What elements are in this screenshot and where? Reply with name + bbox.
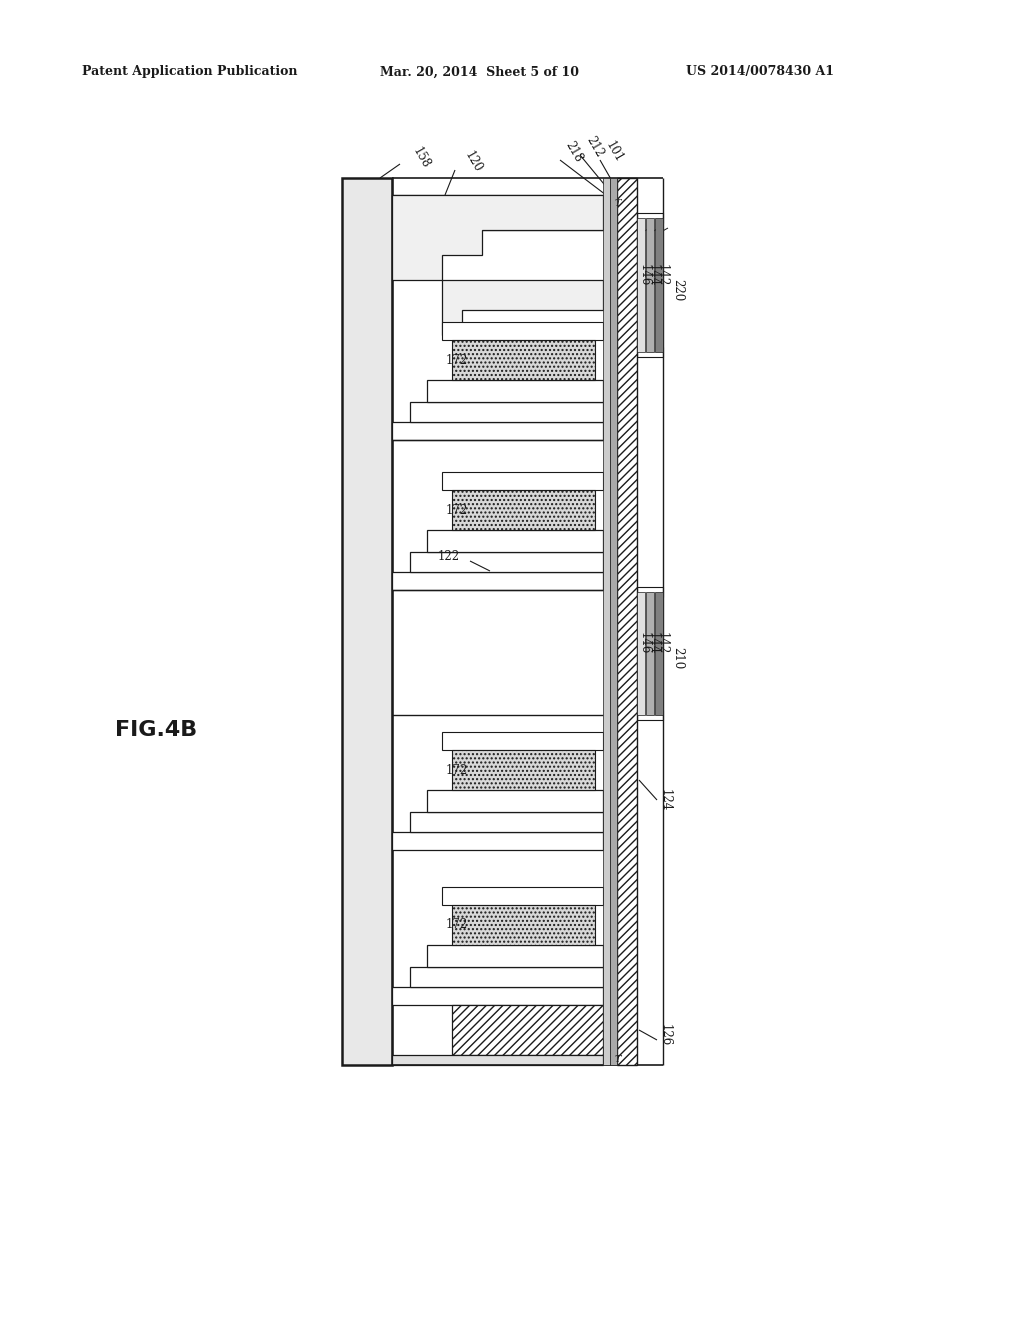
- Text: US 2014/0078430 A1: US 2014/0078430 A1: [686, 66, 834, 78]
- Text: 218: 218: [563, 139, 586, 165]
- Text: 212: 212: [584, 135, 606, 160]
- Text: 210: 210: [671, 647, 684, 669]
- Text: 101: 101: [603, 139, 626, 165]
- Text: 158: 158: [410, 145, 432, 170]
- Bar: [655, 218, 663, 352]
- Text: 122: 122: [438, 549, 460, 562]
- Bar: [637, 591, 645, 715]
- Bar: [427, 531, 603, 552]
- Text: 120: 120: [462, 149, 484, 174]
- Bar: [427, 380, 603, 403]
- Text: 172: 172: [445, 503, 468, 516]
- Bar: [392, 1055, 603, 1065]
- Text: Mar. 20, 2014  Sheet 5 of 10: Mar. 20, 2014 Sheet 5 of 10: [380, 66, 579, 78]
- Polygon shape: [392, 195, 603, 280]
- Bar: [452, 906, 595, 945]
- Text: T: T: [614, 1056, 622, 1064]
- Bar: [410, 812, 603, 832]
- Bar: [617, 178, 637, 1065]
- Bar: [427, 789, 603, 812]
- Bar: [646, 591, 654, 715]
- Bar: [603, 178, 610, 1065]
- Polygon shape: [442, 280, 603, 335]
- Bar: [452, 906, 595, 945]
- Text: 144: 144: [646, 632, 659, 655]
- Text: 126: 126: [659, 1024, 672, 1047]
- Text: 142: 142: [655, 264, 669, 286]
- Bar: [655, 591, 663, 715]
- Text: T: T: [614, 198, 622, 207]
- Bar: [452, 750, 595, 789]
- Bar: [427, 945, 603, 968]
- Bar: [452, 490, 595, 531]
- Bar: [342, 178, 392, 1065]
- Bar: [392, 422, 603, 440]
- Bar: [392, 195, 603, 230]
- Bar: [392, 572, 603, 590]
- Bar: [392, 987, 603, 1005]
- Bar: [637, 218, 645, 352]
- Text: 144: 144: [646, 264, 659, 286]
- Bar: [452, 750, 595, 789]
- Bar: [410, 552, 603, 572]
- Bar: [392, 832, 603, 850]
- Bar: [442, 733, 603, 750]
- Text: 172: 172: [445, 919, 468, 932]
- Bar: [646, 218, 654, 352]
- Bar: [442, 322, 603, 341]
- Bar: [410, 403, 603, 422]
- Text: FIG.4B: FIG.4B: [115, 719, 198, 741]
- Text: 172: 172: [445, 763, 468, 776]
- Bar: [410, 968, 603, 987]
- Bar: [442, 887, 603, 906]
- Bar: [452, 1005, 603, 1055]
- Bar: [452, 341, 595, 380]
- Text: 124: 124: [659, 789, 672, 810]
- Text: 142: 142: [655, 632, 669, 655]
- Bar: [452, 341, 595, 380]
- Bar: [610, 178, 617, 1065]
- Text: Patent Application Publication: Patent Application Publication: [82, 66, 298, 78]
- Text: 146: 146: [638, 632, 650, 655]
- Text: 172: 172: [445, 354, 468, 367]
- Text: 220: 220: [671, 279, 684, 301]
- Bar: [442, 473, 603, 490]
- Bar: [452, 490, 595, 531]
- Text: 146: 146: [638, 264, 650, 286]
